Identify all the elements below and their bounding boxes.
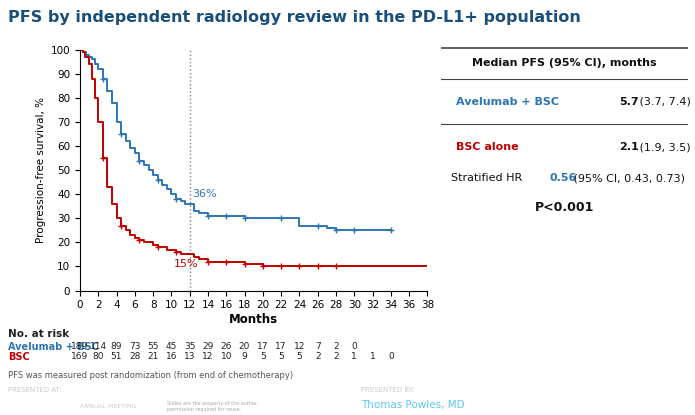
- Text: 20: 20: [239, 342, 250, 351]
- Text: PRESENTED AT:: PRESENTED AT:: [8, 387, 62, 393]
- Text: 5: 5: [297, 352, 302, 361]
- Text: 2: 2: [333, 352, 338, 361]
- Text: Avelumab + BSC: Avelumab + BSC: [456, 97, 559, 107]
- X-axis label: Months: Months: [229, 313, 278, 326]
- Text: 5: 5: [260, 352, 265, 361]
- Text: 28: 28: [129, 352, 140, 361]
- Text: 45: 45: [165, 342, 177, 351]
- Text: Avelumab + BSC: Avelumab + BSC: [8, 342, 99, 352]
- Text: PRESENTED BY:: PRESENTED BY:: [361, 387, 415, 393]
- Text: 13: 13: [184, 352, 195, 361]
- Text: 73: 73: [129, 342, 140, 351]
- Text: 36%: 36%: [193, 189, 217, 199]
- Text: PFS by independent radiology review in the PD-L1+ population: PFS by independent radiology review in t…: [8, 10, 581, 25]
- Text: 0: 0: [388, 352, 394, 361]
- Text: 10: 10: [220, 352, 232, 361]
- Text: 80: 80: [92, 352, 104, 361]
- Text: Thomas Powles, MD: Thomas Powles, MD: [361, 400, 465, 410]
- Text: 5: 5: [278, 352, 284, 361]
- Text: P<0.001: P<0.001: [535, 201, 594, 214]
- Text: 15%: 15%: [174, 259, 199, 269]
- Text: 5.7: 5.7: [619, 97, 639, 107]
- Text: #ASCO20: #ASCO20: [167, 393, 207, 402]
- Text: 2020: 2020: [8, 398, 43, 410]
- Text: (1.9, 3.5): (1.9, 3.5): [636, 142, 691, 152]
- Y-axis label: Progression-free survival, %: Progression-free survival, %: [36, 97, 47, 243]
- Text: PFS was measured post randomization (from end of chemotherapy): PFS was measured post randomization (fro…: [8, 371, 293, 381]
- Text: (3.7, 7.4): (3.7, 7.4): [636, 97, 691, 107]
- Text: 35: 35: [184, 342, 195, 351]
- Text: BSC alone: BSC alone: [456, 142, 518, 152]
- Text: 89: 89: [111, 342, 122, 351]
- Text: 55: 55: [147, 342, 159, 351]
- Text: 169: 169: [72, 352, 88, 361]
- Text: 2.1: 2.1: [619, 142, 639, 152]
- Text: 1: 1: [370, 352, 375, 361]
- Text: 16: 16: [165, 352, 177, 361]
- Text: 189: 189: [72, 342, 88, 351]
- Text: BSC: BSC: [8, 352, 30, 362]
- Text: 2: 2: [315, 352, 320, 361]
- Text: No. at risk: No. at risk: [8, 329, 70, 339]
- Text: 1: 1: [352, 352, 357, 361]
- Text: 17: 17: [275, 342, 287, 351]
- Text: 7: 7: [315, 342, 320, 351]
- Text: 21: 21: [147, 352, 158, 361]
- Text: 0.56: 0.56: [550, 173, 578, 183]
- Text: ASCO: ASCO: [43, 396, 90, 412]
- Text: 12: 12: [672, 393, 685, 403]
- Text: ANNUAL MEETING: ANNUAL MEETING: [80, 404, 136, 409]
- Text: 114: 114: [90, 342, 107, 351]
- Text: 17: 17: [257, 342, 268, 351]
- Text: 9: 9: [242, 352, 247, 361]
- Text: 51: 51: [111, 352, 122, 361]
- Text: 26: 26: [220, 342, 232, 351]
- Text: 0: 0: [352, 342, 357, 351]
- Text: 2: 2: [333, 342, 338, 351]
- Text: (95% CI, 0.43, 0.73): (95% CI, 0.43, 0.73): [570, 173, 685, 183]
- Text: Slides are the property of the author,
permission required for reuse.: Slides are the property of the author, p…: [167, 401, 259, 412]
- Text: 29: 29: [202, 342, 213, 351]
- Text: 12: 12: [202, 352, 213, 361]
- Text: Median PFS (95% CI), months: Median PFS (95% CI), months: [473, 58, 657, 68]
- Text: 12: 12: [294, 342, 305, 351]
- Text: Stratified HR: Stratified HR: [451, 173, 526, 183]
